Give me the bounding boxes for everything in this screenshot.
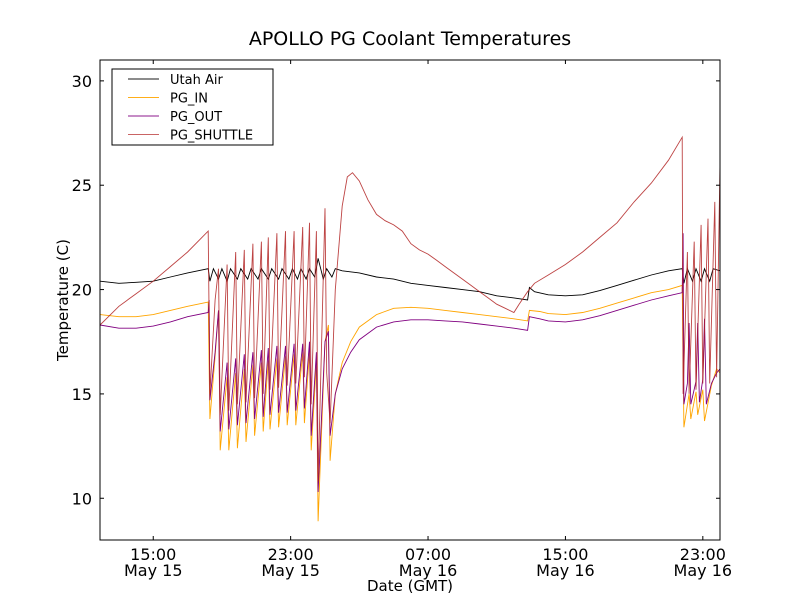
axes-frame [99,59,721,541]
x-tick-label-time: 23:00 [680,545,726,564]
x-tick-label-date: May 15 [261,561,320,580]
x-tick-label-date: May 16 [399,561,458,580]
x-axis-label: Date (GMT) [367,577,453,595]
x-tick-label-date: May 16 [674,561,733,580]
y-tick-label: 15 [72,385,92,404]
legend-frame [111,68,274,146]
x-tick-label-date: May 16 [536,561,595,580]
legend-label: PG_OUT [170,110,222,125]
x-tick-label-time: 07:00 [405,545,451,564]
x-tick-label-time: 15:00 [130,545,176,564]
series-layer [100,135,720,522]
x-tick-label-date: May 15 [124,561,183,580]
series-line-pg-shuttle [100,135,720,482]
legend-label: PG_IN [170,92,208,107]
y-axis-label: Temperature (C) [54,239,72,362]
series-line-utah-air [100,258,720,301]
y-tick-label: 25 [72,176,92,195]
x-tick-label-time: 15:00 [542,545,588,564]
y-tick-label: 30 [72,72,92,91]
y-tick-label: 10 [72,489,92,508]
series-line-pg-out [100,233,720,493]
series-line-pg-in [100,284,720,522]
legend-label: PG_SHUTTLE [170,129,253,144]
x-tick-label-time: 23:00 [268,545,314,564]
legend: Utah Air PG_IN PG_OUT PG_SHUTTLE [111,68,274,146]
y-tick-label: 20 [72,281,92,300]
chart-title: APOLLO PG Coolant Temperatures [249,28,571,50]
legend-label: Utah Air [170,73,223,88]
